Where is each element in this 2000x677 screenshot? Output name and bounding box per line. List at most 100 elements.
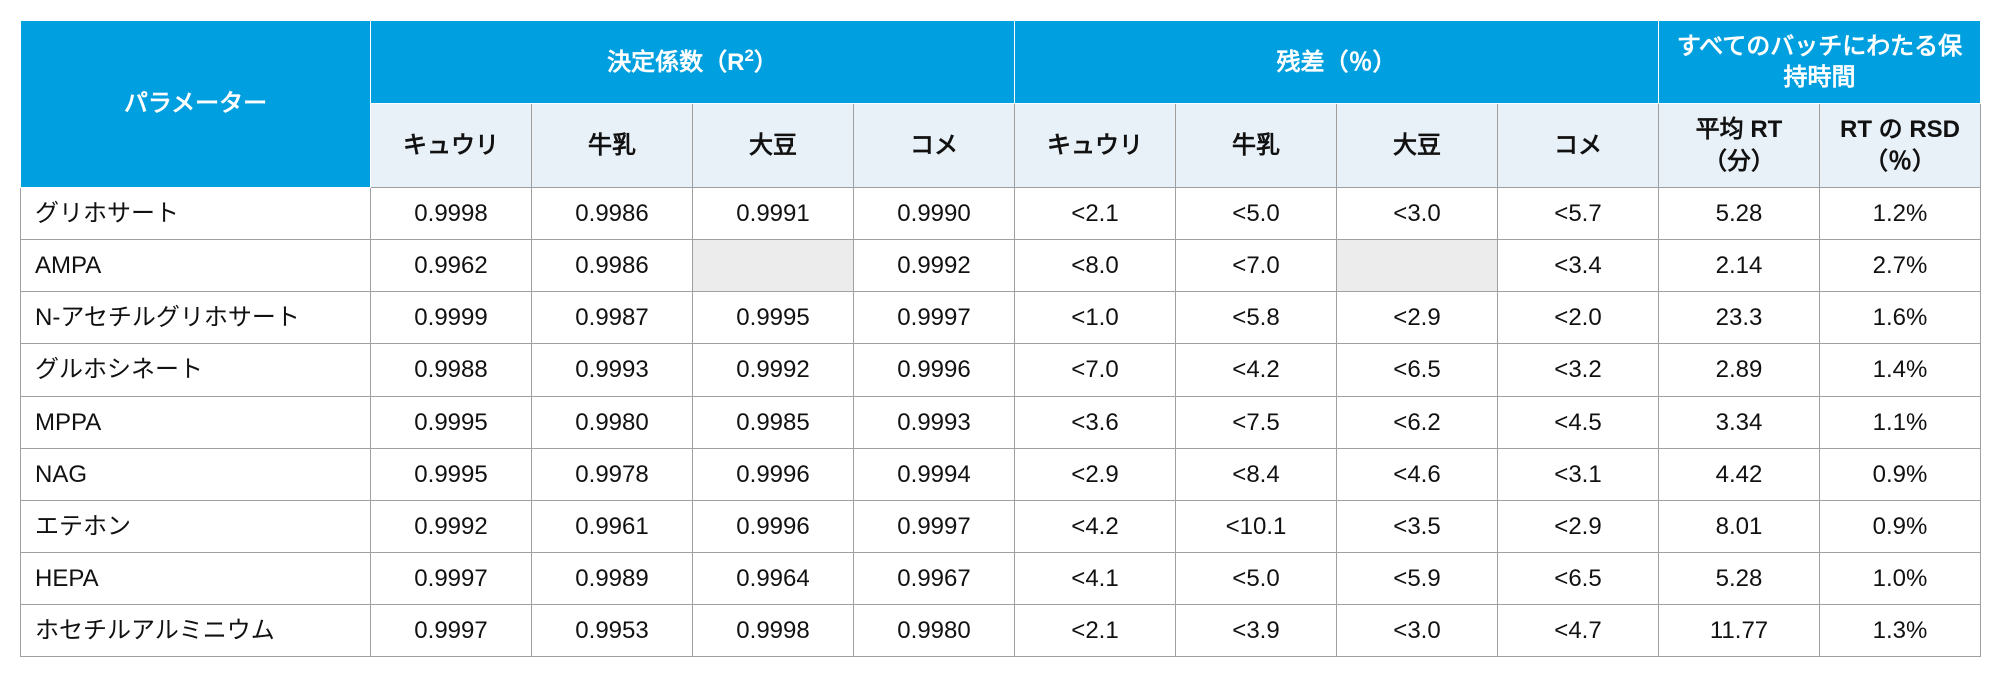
header-residual-group: 残差（％） (1015, 21, 1659, 104)
cell-data: 0.9992 (693, 344, 854, 396)
cell-data: <2.9 (1337, 292, 1498, 344)
cell-param: ホセチルアルミニウム (21, 605, 371, 657)
cell-data: 0.9992 (371, 500, 532, 552)
subheader-r2-soybean: 大豆 (693, 104, 854, 187)
cell-data: 1.0% (1820, 553, 1981, 605)
header-r2-label: 決定係数（R2） (607, 49, 778, 76)
cell-data: <4.5 (1498, 396, 1659, 448)
cell-data: 0.9987 (532, 292, 693, 344)
cell-data: 0.9962 (371, 239, 532, 291)
cell-data: 5.28 (1659, 187, 1820, 239)
table-row: N-アセチルグリホサート0.99990.99870.99950.9997<1.0… (21, 292, 1981, 344)
cell-data: 1.6% (1820, 292, 1981, 344)
subheader-rsd-rt: RT の RSD（％） (1820, 104, 1981, 187)
cell-data: 0.9990 (854, 187, 1015, 239)
cell-data: 5.28 (1659, 553, 1820, 605)
cell-data: 0.9995 (693, 292, 854, 344)
cell-data: 0.9989 (532, 553, 693, 605)
cell-data: 0.9997 (371, 605, 532, 657)
header-rt-group: すべてのバッチにわたる保持時間 (1659, 21, 1981, 104)
cell-data: 0.9% (1820, 448, 1981, 500)
cell-data: 0.9998 (693, 605, 854, 657)
cell-data: 0.9986 (532, 187, 693, 239)
cell-data: <4.2 (1176, 344, 1337, 396)
cell-data: <2.9 (1498, 500, 1659, 552)
cell-data: <7.0 (1015, 344, 1176, 396)
cell-data: <2.0 (1498, 292, 1659, 344)
cell-param: MPPA (21, 396, 371, 448)
cell-data: 1.1% (1820, 396, 1981, 448)
cell-data: 0.9995 (371, 396, 532, 448)
cell-data: 0.9980 (854, 605, 1015, 657)
table-row: ホセチルアルミニウム0.99970.99530.99980.9980<2.1<3… (21, 605, 1981, 657)
cell-data: <4.7 (1498, 605, 1659, 657)
cell-data: 0.9995 (371, 448, 532, 500)
cell-data: 0.9999 (371, 292, 532, 344)
cell-data: <5.8 (1176, 292, 1337, 344)
cell-data: <7.5 (1176, 396, 1337, 448)
cell-data: 0.9967 (854, 553, 1015, 605)
cell-data: 0.9953 (532, 605, 693, 657)
cell-param: N-アセチルグリホサート (21, 292, 371, 344)
cell-data: 0.9988 (371, 344, 532, 396)
cell-data (693, 239, 854, 291)
cell-data: <4.2 (1015, 500, 1176, 552)
subheader-res-cucumber: キュウリ (1015, 104, 1176, 187)
cell-data: <3.4 (1498, 239, 1659, 291)
cell-data: <4.6 (1337, 448, 1498, 500)
cell-data: 0.9992 (854, 239, 1015, 291)
cell-data: 1.4% (1820, 344, 1981, 396)
cell-data: 0.9993 (532, 344, 693, 396)
cell-data: 0.9980 (532, 396, 693, 448)
cell-data: 2.14 (1659, 239, 1820, 291)
cell-data: 3.34 (1659, 396, 1820, 448)
cell-data: 23.3 (1659, 292, 1820, 344)
cell-data: <1.0 (1015, 292, 1176, 344)
cell-data: <10.1 (1176, 500, 1337, 552)
cell-param: エテホン (21, 500, 371, 552)
cell-data: 0.9% (1820, 500, 1981, 552)
cell-data: 0.9985 (693, 396, 854, 448)
cell-param: HEPA (21, 553, 371, 605)
cell-data: <2.1 (1015, 187, 1176, 239)
subheader-r2-milk: 牛乳 (532, 104, 693, 187)
table-row: MPPA0.99950.99800.99850.9993<3.6<7.5<6.2… (21, 396, 1981, 448)
cell-data: 4.42 (1659, 448, 1820, 500)
cell-data: 1.3% (1820, 605, 1981, 657)
table-row: エテホン0.99920.99610.99960.9997<4.2<10.1<3.… (21, 500, 1981, 552)
cell-data: <8.4 (1176, 448, 1337, 500)
cell-data: <5.7 (1498, 187, 1659, 239)
cell-param: グリホサート (21, 187, 371, 239)
cell-data: 0.9996 (854, 344, 1015, 396)
validation-table: パラメーター 決定係数（R2） 残差（％） すべてのバッチにわたる保持時間 キュ… (20, 20, 1981, 657)
cell-data (1337, 239, 1498, 291)
cell-data: <5.9 (1337, 553, 1498, 605)
cell-data: <3.2 (1498, 344, 1659, 396)
cell-data: <3.6 (1015, 396, 1176, 448)
cell-data: 0.9993 (854, 396, 1015, 448)
table-row: グルホシネート0.99880.99930.99920.9996<7.0<4.2<… (21, 344, 1981, 396)
cell-data: <3.9 (1176, 605, 1337, 657)
cell-data: 0.9991 (693, 187, 854, 239)
cell-data: <6.5 (1498, 553, 1659, 605)
cell-data: <3.1 (1498, 448, 1659, 500)
header-r2-group: 決定係数（R2） (371, 21, 1015, 104)
cell-data: <5.0 (1176, 187, 1337, 239)
table-row: NAG0.99950.99780.99960.9994<2.9<8.4<4.6<… (21, 448, 1981, 500)
cell-data: 0.9994 (854, 448, 1015, 500)
cell-data: 2.7% (1820, 239, 1981, 291)
cell-data: 0.9961 (532, 500, 693, 552)
cell-data: <8.0 (1015, 239, 1176, 291)
cell-data: <6.5 (1337, 344, 1498, 396)
header-parameter: パラメーター (21, 21, 371, 188)
cell-data: <2.9 (1015, 448, 1176, 500)
table-row: HEPA0.99970.99890.99640.9967<4.1<5.0<5.9… (21, 553, 1981, 605)
cell-data: 11.77 (1659, 605, 1820, 657)
cell-data: <6.2 (1337, 396, 1498, 448)
cell-data: 1.2% (1820, 187, 1981, 239)
table-body: グリホサート0.99980.99860.99910.9990<2.1<5.0<3… (21, 187, 1981, 657)
table-row: グリホサート0.99980.99860.99910.9990<2.1<5.0<3… (21, 187, 1981, 239)
subheader-res-milk: 牛乳 (1176, 104, 1337, 187)
cell-data: <5.0 (1176, 553, 1337, 605)
cell-param: グルホシネート (21, 344, 371, 396)
